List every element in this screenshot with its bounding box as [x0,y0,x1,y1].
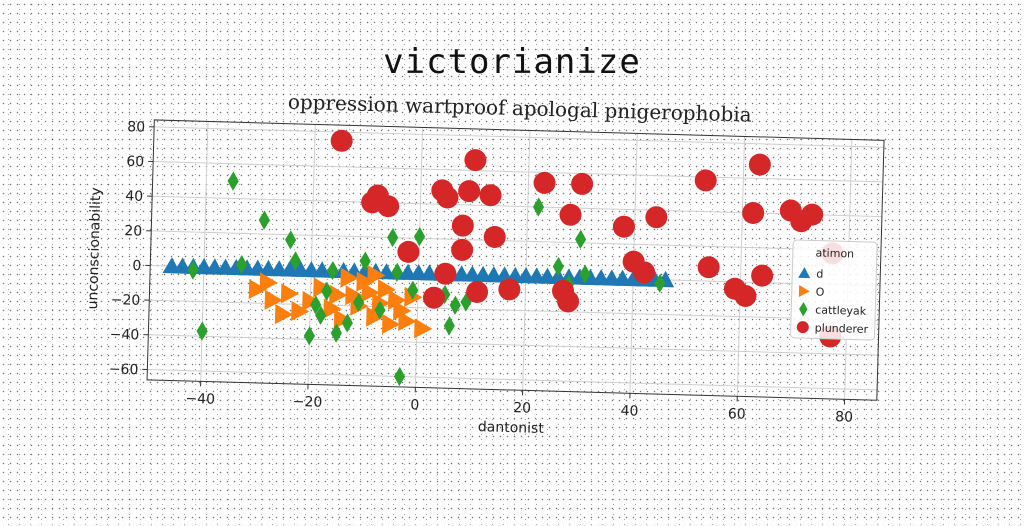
point-plunderer [479,184,502,207]
point-plunderer [330,129,353,152]
point-plunderer [458,180,481,203]
y-axis-label: unconscionability [85,187,104,310]
legend-label-plunderer: plunderer [815,321,869,335]
y-tick-label: 80 [127,119,145,135]
point-o [281,283,300,303]
legend-title: atimon [815,246,854,260]
legend-label-o: O [816,285,825,298]
y-gridline [153,162,883,182]
point-plunderer [742,202,765,225]
point-plunderer [559,204,582,227]
point-o [414,318,433,338]
x-gridline [201,121,208,381]
point-cattleyak [449,295,461,315]
x-gridline [523,130,530,390]
y-tick-label: 20 [124,223,142,239]
point-plunderer [451,239,474,262]
legend-label-cattleyak: cattleyak [815,303,867,317]
point-cattleyak [443,316,455,336]
point-plunderer [397,241,420,264]
y-gridline [152,196,882,216]
point-cattleyak [258,210,270,230]
point-cattleyak [575,230,587,250]
point-plunderer [464,149,487,172]
y-tick-label: −20 [111,292,141,309]
point-plunderer [452,214,475,237]
y-tick-label: −40 [110,327,140,344]
point-plunderer [613,215,636,238]
x-tick-label: 20 [513,400,531,416]
point-cattleyak [227,171,239,191]
y-gridline [149,300,879,320]
y-tick-label: 40 [125,188,143,204]
point-plunderer [483,226,506,249]
y-tick-label: 0 [132,258,141,274]
point-cattleyak [187,260,199,280]
y-gridline [151,231,881,251]
point-plunderer [645,206,668,229]
x-tick-label: 80 [835,409,853,425]
x-gridline [737,136,744,396]
point-cattleyak [285,230,297,250]
point-plunderer [751,264,774,287]
point-cattleyak [196,321,208,341]
point-plunderer [694,169,717,192]
point-o [398,311,417,331]
x-tick-label: 60 [728,406,746,422]
point-plunderer [749,153,772,176]
point-cattleyak [387,228,399,248]
y-tick-label: −60 [109,361,139,378]
point-cattleyak [533,197,545,217]
x-tick-label: −20 [293,394,323,411]
x-tick-label: 0 [410,397,419,413]
point-cattleyak [552,257,564,277]
legend-label-d: d [816,267,823,280]
point-plunderer [571,173,594,196]
point-plunderer [533,172,556,195]
point-cattleyak [414,227,426,247]
point-plunderer [423,286,446,309]
point-plunderer [697,256,720,279]
y-gridline [147,369,877,389]
point-o [275,304,294,324]
point-o [329,285,348,305]
point-plunderer [434,262,457,285]
point-cattleyak [394,367,406,387]
point-cattleyak [304,326,316,346]
y-tick-label: 60 [126,154,144,170]
x-tick-label: −40 [185,391,215,408]
x-axis-label: dantonist [478,419,545,437]
x-tick-label: 40 [620,403,638,419]
y-gridline [148,335,878,355]
